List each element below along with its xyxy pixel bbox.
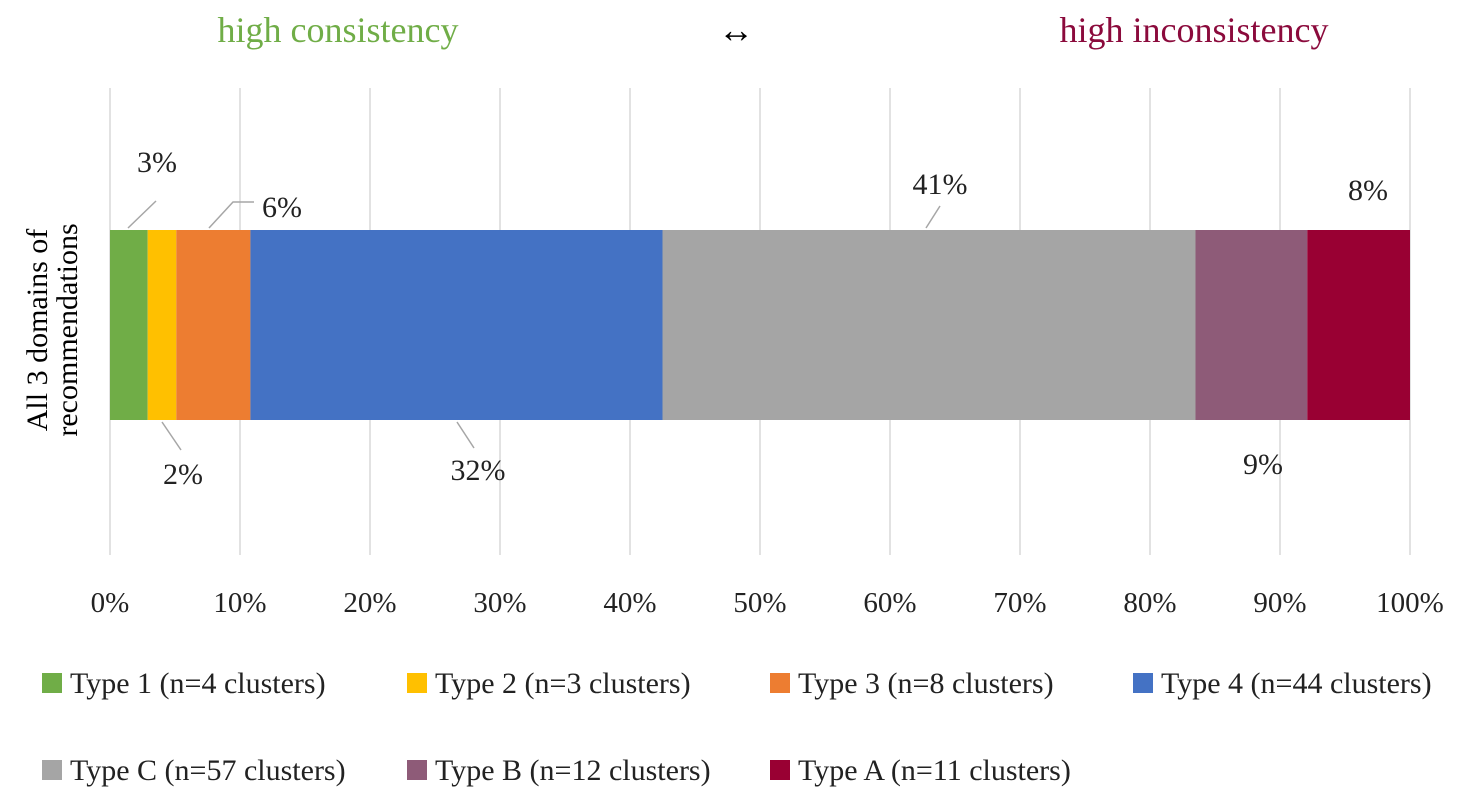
legend-swatch <box>42 760 62 780</box>
leader-line <box>161 421 182 451</box>
bar-segment <box>147 230 177 420</box>
x-tick-label: 0% <box>91 587 130 619</box>
bar-segment <box>110 230 148 420</box>
x-tick-label: 20% <box>343 587 396 619</box>
x-tick-label: 30% <box>473 587 526 619</box>
data-labels: 3% 2% 6% 32% 41% 9% 8% <box>137 146 1388 491</box>
legend-label: Type B (n=12 clusters) <box>435 754 711 787</box>
legend-swatch <box>407 760 427 780</box>
x-tick-label: 80% <box>1123 587 1176 619</box>
x-tick-label: 50% <box>733 587 786 619</box>
header-right-label: high inconsistency <box>1060 10 1329 50</box>
leader-line <box>127 200 157 229</box>
x-tick-label: 40% <box>603 587 656 619</box>
data-label: 32% <box>451 454 506 487</box>
leader-line <box>925 205 941 229</box>
x-tick-label: 10% <box>213 587 266 619</box>
bar-segment <box>1307 230 1410 420</box>
bidirectional-arrow-icon: ↔ <box>718 10 754 50</box>
legend-swatch <box>1133 673 1153 693</box>
x-tick-label: 90% <box>1253 587 1306 619</box>
legend: Type 1 (n=4 clusters) Type 2 (n=3 cluster… <box>42 667 1432 787</box>
category-label-line-1: All 3 domains of <box>21 229 54 432</box>
x-axis-ticks: 0% 10% 20% 30% 40% 50% 60% 70% 80% 90% 100% <box>91 587 1444 619</box>
legend-label: Type A (n=11 clusters) <box>798 754 1071 787</box>
data-label: 8% <box>1348 174 1388 207</box>
legend-swatch <box>407 673 427 693</box>
leader-line <box>208 201 254 229</box>
data-label: 9% <box>1243 448 1283 481</box>
category-label: All 3 domains of recommendations <box>21 223 84 436</box>
data-label: 6% <box>262 191 302 224</box>
bar-segment <box>176 230 251 420</box>
data-label: 2% <box>163 458 203 491</box>
bar-segment <box>1195 230 1308 420</box>
x-tick-label: 70% <box>993 587 1046 619</box>
leader-line <box>456 421 475 449</box>
data-label: 41% <box>913 168 968 201</box>
legend-label: Type C (n=57 clusters) <box>70 754 346 787</box>
legend-label: Type 1 (n=4 clusters) <box>70 667 326 700</box>
category-label-line-2: recommendations <box>51 223 84 436</box>
header-left-label: high consistency <box>218 10 459 50</box>
legend-label: Type 3 (n=8 clusters) <box>798 667 1054 700</box>
legend-label: Type 4 (n=44 clusters) <box>1161 667 1432 700</box>
x-tick-label: 100% <box>1376 587 1444 619</box>
bar-segments <box>110 230 1410 420</box>
bar-segment <box>662 230 1196 420</box>
legend-label: Type 2 (n=3 clusters) <box>435 667 691 700</box>
legend-swatch <box>770 673 790 693</box>
legend-swatch <box>770 760 790 780</box>
legend-swatch <box>42 673 62 693</box>
data-label: 3% <box>137 146 177 179</box>
bar-segment <box>250 230 663 420</box>
x-tick-label: 60% <box>863 587 916 619</box>
leader-lines <box>127 200 941 451</box>
